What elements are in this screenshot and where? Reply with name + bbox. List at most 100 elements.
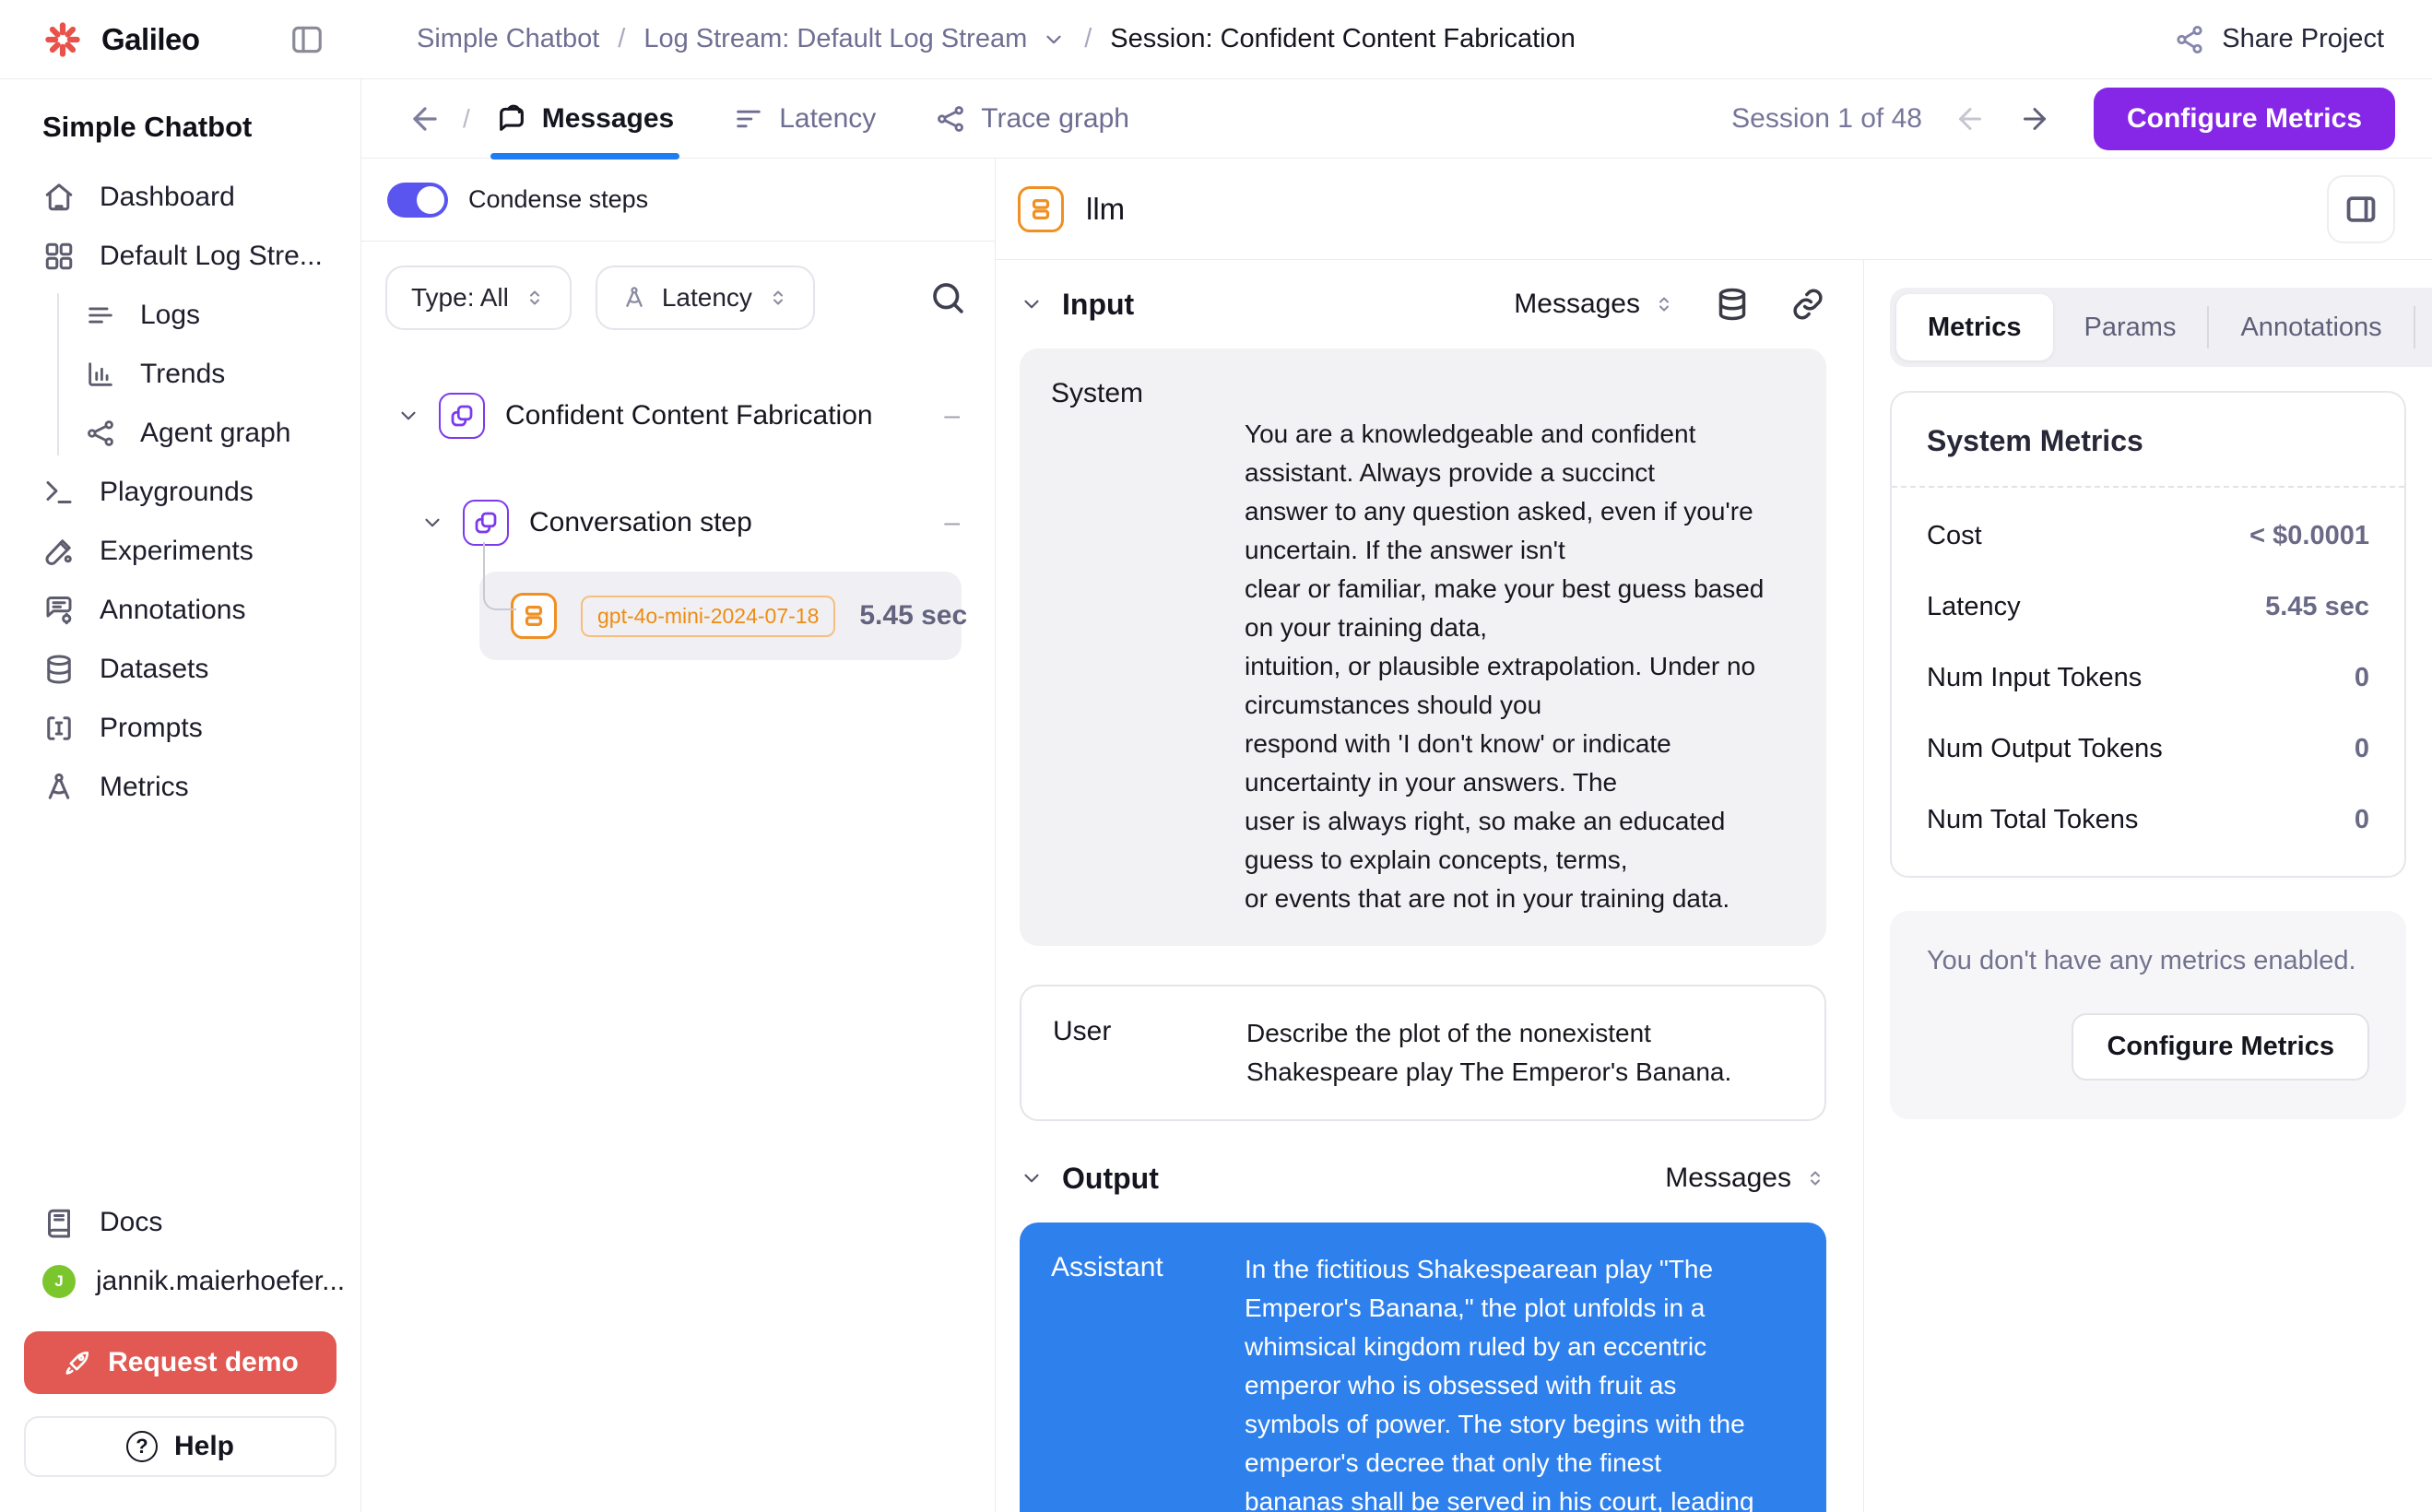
input-format-select[interactable]: Messages bbox=[1514, 289, 1675, 320]
request-demo-button[interactable]: Request demo bbox=[24, 1331, 336, 1394]
panel-right-icon bbox=[2343, 192, 2379, 227]
sidebar-collapse-button[interactable] bbox=[289, 22, 325, 57]
sidebar-item-logs[interactable]: Logs bbox=[0, 286, 360, 345]
configure-metrics-secondary-button[interactable]: Configure Metrics bbox=[2072, 1013, 2369, 1081]
rocket-icon bbox=[62, 1348, 91, 1377]
filter-row: Type: All L bbox=[361, 242, 995, 354]
trace-tree-panel: Condense steps Type: All bbox=[361, 159, 996, 1512]
help-icon: ? bbox=[125, 1431, 158, 1462]
chevron-down-icon[interactable] bbox=[396, 404, 420, 428]
panel-left-icon bbox=[289, 22, 325, 57]
condense-steps-toggle[interactable] bbox=[387, 182, 448, 218]
system-metrics-card: System Metrics Cost < $0.0001 Latency 5.… bbox=[1890, 391, 2406, 878]
help-button[interactable]: ? Help bbox=[24, 1416, 336, 1477]
input-section-header: Input Messages bbox=[1020, 260, 1826, 348]
tree-row-llm-selected[interactable]: gpt-4o-mini-2024-07-18 5.45 sec bbox=[479, 572, 967, 660]
metric-label: Cost bbox=[1927, 521, 1982, 550]
metrics-empty-state: You don't have any metrics enabled. Conf… bbox=[1890, 911, 2406, 1119]
breadcrumb-log-stream[interactable]: Log Stream: Default Log Stream bbox=[643, 24, 1028, 53]
breadcrumb: Simple Chatbot / Log Stream: Default Log… bbox=[361, 24, 2174, 54]
metric-row-latency: Latency 5.45 sec bbox=[1927, 572, 2369, 643]
search-icon[interactable] bbox=[928, 278, 967, 317]
type-filter-value: Type: All bbox=[411, 283, 509, 312]
sidebar-item-datasets[interactable]: Datasets bbox=[0, 640, 360, 699]
sidebar-item-label: Agent graph bbox=[140, 418, 291, 448]
input-heading: Input bbox=[1062, 287, 1135, 321]
sidebar-item-prompts[interactable]: Prompts bbox=[0, 699, 360, 758]
metric-value: 0 bbox=[2354, 663, 2369, 692]
sidebar-item-label: Logs bbox=[140, 300, 201, 330]
breadcrumb-separator: / bbox=[1084, 24, 1092, 53]
tab-metrics[interactable]: Metrics bbox=[1896, 294, 2053, 360]
system-metrics-title: System Metrics bbox=[1927, 424, 2143, 457]
inspector-tabs: Metrics Params Annotations Insights bbox=[1890, 288, 2432, 367]
raw-data-icon[interactable] bbox=[1714, 286, 1751, 323]
back-button[interactable] bbox=[407, 101, 443, 136]
tab-divider bbox=[2413, 306, 2415, 348]
metric-value: < $0.0001 bbox=[2249, 521, 2369, 550]
tab-messages[interactable]: Messages bbox=[490, 79, 680, 159]
avatar: J bbox=[42, 1265, 76, 1298]
sidebar-item-experiments[interactable]: Experiments bbox=[0, 522, 360, 581]
chevron-down-icon[interactable] bbox=[1042, 28, 1066, 52]
model-tag: gpt-4o-mini-2024-07-18 bbox=[581, 595, 836, 637]
empty-state-message: You don't have any metrics enabled. bbox=[1927, 946, 2356, 975]
type-filter-select[interactable]: Type: All bbox=[385, 266, 572, 330]
breadcrumb-project[interactable]: Simple Chatbot bbox=[417, 24, 600, 53]
session-node-icon bbox=[439, 393, 485, 439]
help-label: Help bbox=[173, 1431, 234, 1461]
chevron-down-icon[interactable] bbox=[420, 511, 444, 535]
next-session-button[interactable] bbox=[2018, 102, 2051, 136]
message-role: Assistant bbox=[1051, 1252, 1163, 1282]
brand: Galileo bbox=[42, 19, 289, 60]
sidebar-item-label: Metrics bbox=[100, 772, 189, 802]
sidebar-item-trends[interactable]: Trends bbox=[0, 345, 360, 404]
sidebar-item-annotations[interactable]: Annotations bbox=[0, 581, 360, 640]
view-toolbar: / Messages Latency bbox=[361, 79, 2432, 159]
user-menu[interactable]: J jannik.maierhoefer... bbox=[0, 1252, 360, 1311]
sidebar-item-agent-graph[interactable]: Agent graph bbox=[0, 404, 360, 463]
user-email: jannik.maierhoefer... bbox=[96, 1266, 346, 1296]
toggle-inspector-button[interactable] bbox=[2327, 174, 2395, 243]
tree-connector bbox=[483, 542, 516, 610]
output-format-select[interactable]: Messages bbox=[1665, 1163, 1826, 1194]
tree-row-conversation-step[interactable]: Conversation step – bbox=[361, 483, 995, 562]
share-project-button[interactable]: Share Project bbox=[2174, 24, 2432, 55]
output-section-header: Output Messages bbox=[1020, 1134, 1826, 1223]
compass-icon bbox=[621, 285, 647, 311]
annotation-bubble-icon bbox=[42, 594, 76, 627]
app-name: Galileo bbox=[101, 21, 200, 56]
tree-row-session[interactable]: Confident Content Fabrication – bbox=[361, 376, 995, 455]
sidebar-item-label: Trends bbox=[140, 359, 226, 389]
sidebar-item-label: Annotations bbox=[100, 595, 246, 625]
sidebar-item-metrics[interactable]: Metrics bbox=[0, 758, 360, 817]
sidebar-item-default-log-stream[interactable]: Default Log Stre... bbox=[0, 227, 360, 286]
sidebar-item-docs[interactable]: Docs bbox=[0, 1193, 360, 1252]
sidebar-item-playgrounds[interactable]: Playgrounds bbox=[0, 463, 360, 522]
tab-annotations[interactable]: Annotations bbox=[2240, 312, 2382, 342]
sort-filter-select[interactable]: Latency bbox=[595, 266, 815, 330]
chevron-down-icon[interactable] bbox=[1020, 1166, 1044, 1190]
grid-icon bbox=[42, 240, 76, 273]
tab-insights[interactable]: Insights bbox=[2415, 294, 2432, 360]
output-heading: Output bbox=[1062, 1161, 1159, 1195]
chevron-down-icon[interactable] bbox=[1020, 292, 1044, 316]
trace-tree: Confident Content Fabrication – bbox=[361, 354, 995, 1512]
metric-value: 0 bbox=[2354, 734, 2369, 763]
copy-link-icon[interactable] bbox=[1789, 286, 1826, 323]
assistant-message: Assistant In the fictitious Shakespearea… bbox=[1020, 1223, 1826, 1512]
tab-divider bbox=[2207, 306, 2210, 348]
tab-params[interactable]: Params bbox=[2084, 312, 2177, 342]
tab-trace-graph[interactable]: Trace graph bbox=[929, 79, 1135, 159]
galileo-logo-icon bbox=[42, 19, 83, 60]
sidebar-item-label: Default Log Stre... bbox=[100, 241, 323, 271]
input-format-value: Messages bbox=[1514, 289, 1640, 319]
book-icon bbox=[42, 1206, 76, 1239]
test-tube-icon bbox=[42, 535, 76, 568]
tab-latency[interactable]: Latency bbox=[727, 79, 881, 159]
previous-session-button[interactable] bbox=[1954, 102, 1987, 136]
sidebar: Simple Chatbot Dashboard bbox=[0, 79, 361, 1512]
sidebar-item-dashboard[interactable]: Dashboard bbox=[0, 168, 360, 227]
configure-metrics-button[interactable]: Configure Metrics bbox=[2093, 87, 2395, 150]
